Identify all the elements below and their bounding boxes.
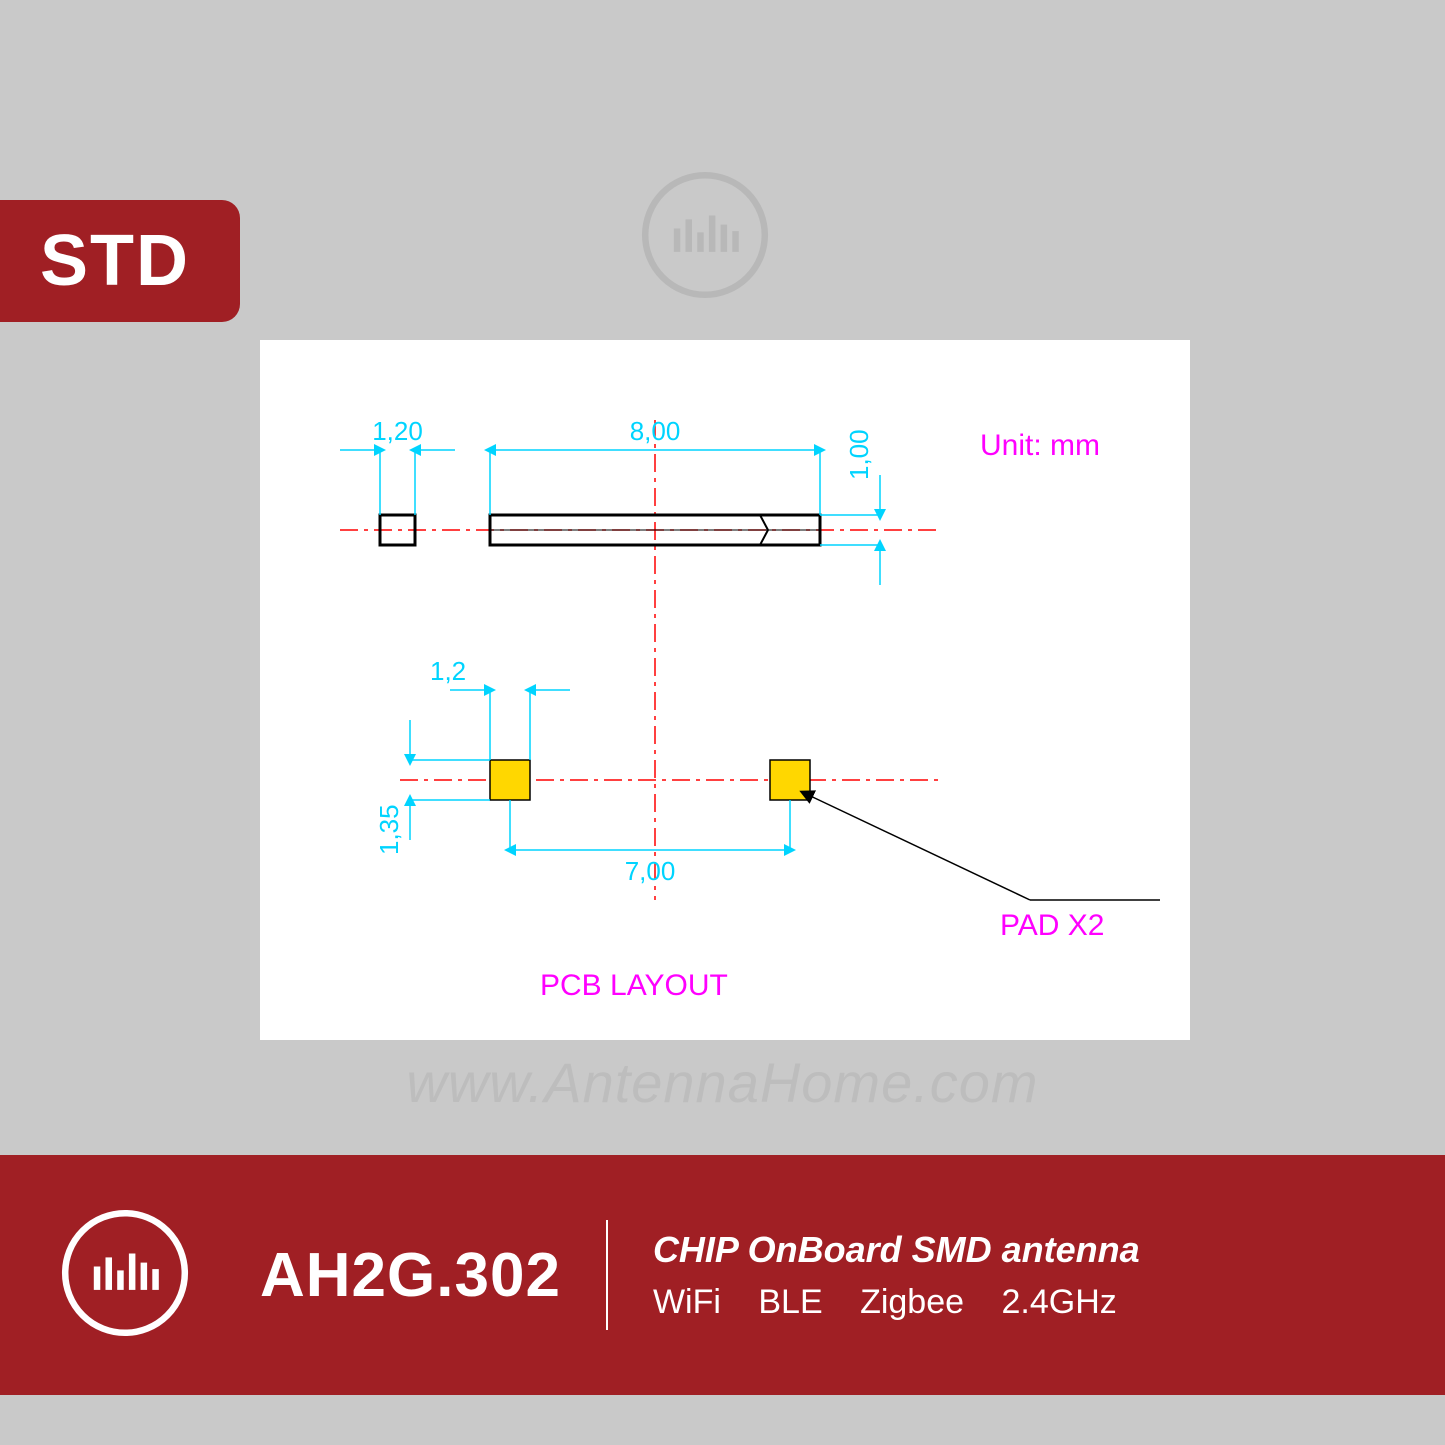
svg-text:8,00: 8,00 — [630, 416, 681, 446]
footer-bar: AH2G.302 CHIP OnBoard SMD antenna WiFi B… — [0, 1155, 1445, 1395]
svg-text:1,20: 1,20 — [372, 416, 423, 446]
watermark-url: www.AntennaHome.com — [0, 1050, 1445, 1115]
svg-text:1,35: 1,35 — [374, 804, 404, 855]
footer-description: CHIP OnBoard SMD antenna WiFi BLE Zigbee… — [653, 1229, 1145, 1322]
watermark-logo-icon — [640, 170, 770, 305]
product-tags: WiFi BLE Zigbee 2.4GHz — [653, 1283, 1145, 1322]
svg-text:PAD X2: PAD X2 — [1000, 909, 1105, 942]
footer-divider — [606, 1220, 608, 1330]
svg-text:1,2: 1,2 — [430, 656, 466, 686]
svg-text:Unit: mm: Unit: mm — [980, 429, 1100, 462]
model-number: AH2G.302 — [260, 1240, 561, 1311]
drawing-svg: 1,20 8,00 1,00 Unit: mm 1,2 1,35 7,00 PAD X2 PCB… — [260, 340, 1190, 1040]
std-badge: STD — [0, 200, 240, 322]
brand-logo-icon — [60, 1208, 190, 1343]
technical-drawing: 1,20 8,00 1,00 Unit: mm 1,2 1,35 7,00 PAD X2 PCB… — [260, 340, 1190, 1040]
svg-text:PCB LAYOUT: PCB LAYOUT — [540, 969, 728, 1002]
svg-text:1,00: 1,00 — [844, 429, 874, 480]
svg-text:7,00: 7,00 — [625, 856, 676, 886]
badge-label: STD — [40, 221, 190, 301]
product-title: CHIP OnBoard SMD antenna — [653, 1229, 1145, 1271]
